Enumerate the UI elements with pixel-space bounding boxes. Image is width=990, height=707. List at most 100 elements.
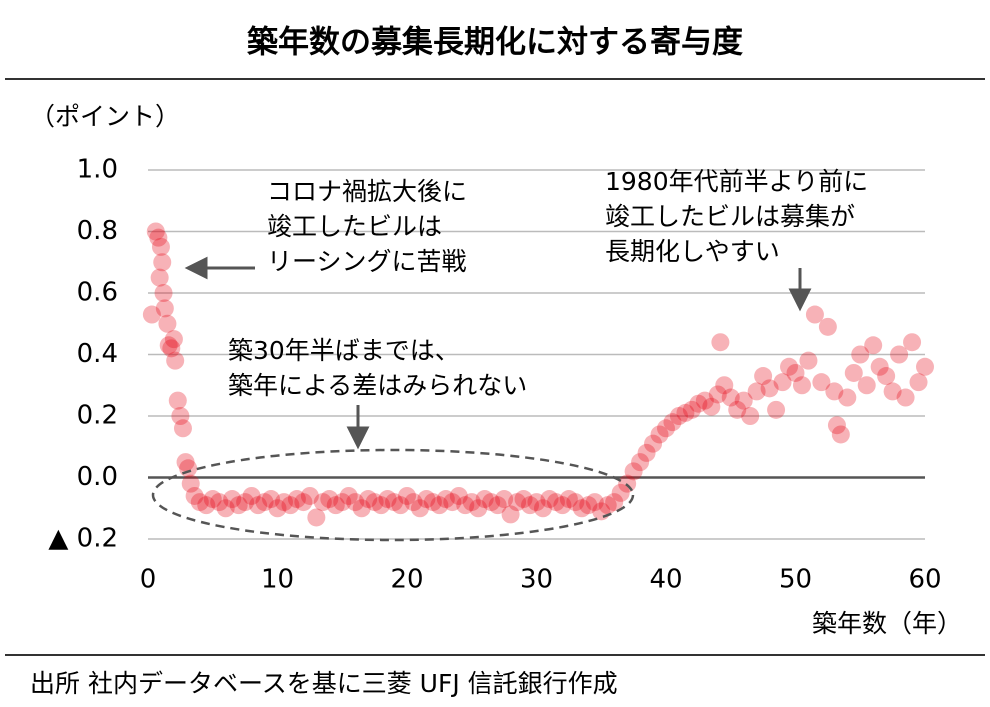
arrow-head (346, 426, 370, 450)
point (805, 305, 824, 324)
point (689, 394, 708, 413)
point (903, 333, 922, 352)
point (663, 413, 682, 432)
point (909, 373, 928, 392)
x-tick-label: 50 (779, 565, 812, 595)
point (410, 499, 429, 518)
point (236, 493, 255, 512)
y-tick-label: ▲ 0.2 (48, 524, 118, 554)
point (404, 493, 423, 512)
point (168, 391, 187, 410)
point (760, 379, 779, 398)
point (883, 382, 902, 401)
point (734, 391, 753, 410)
point (631, 453, 650, 472)
point (566, 493, 585, 512)
point (185, 486, 204, 505)
point (339, 486, 358, 505)
point (216, 499, 235, 518)
point (166, 351, 185, 370)
annotation: 1980年代前半より前に (605, 167, 868, 196)
x-axis-label: 築年数（年） (812, 609, 962, 638)
point (352, 499, 371, 518)
point (456, 496, 475, 515)
point (585, 493, 604, 512)
point (644, 434, 663, 453)
point (320, 490, 339, 509)
point (190, 493, 209, 512)
point (695, 391, 714, 410)
point (150, 268, 169, 287)
point (857, 376, 876, 395)
point (546, 493, 565, 512)
point (262, 490, 281, 509)
point (916, 357, 934, 376)
point (508, 493, 527, 512)
point (307, 508, 326, 527)
point (229, 496, 248, 515)
point (242, 486, 261, 505)
point (153, 253, 172, 272)
point (527, 493, 546, 512)
point (443, 493, 462, 512)
arrow-head (788, 288, 812, 312)
point (838, 388, 857, 407)
y-tick-label: 0.0 (77, 462, 118, 492)
arrow-head (184, 256, 208, 280)
x-tick-label: 0 (140, 565, 157, 595)
point (501, 505, 520, 524)
point (870, 357, 889, 376)
point (598, 496, 617, 515)
point (162, 339, 181, 358)
point (210, 493, 229, 512)
point (181, 474, 200, 493)
point (281, 496, 300, 515)
annotation: 竣工したビルは (267, 212, 442, 241)
source-note: 出所 社内データベースを基に三菱 UFJ 信託銀行作成 (30, 669, 618, 698)
point (146, 222, 165, 241)
point (171, 407, 190, 425)
point (398, 486, 416, 505)
point (605, 493, 624, 512)
point (682, 400, 701, 419)
point (827, 416, 846, 435)
point (391, 496, 410, 515)
point (449, 486, 468, 505)
point (197, 496, 216, 515)
annotation: 築30年半ばまでは、 (228, 336, 460, 365)
y-tick-label: 1.0 (77, 155, 118, 185)
point (176, 453, 195, 472)
annotation: コロナ禍拡大後に (267, 177, 467, 206)
point (514, 490, 533, 509)
point (715, 376, 734, 395)
point (179, 459, 198, 478)
point (669, 407, 688, 425)
point (711, 333, 730, 352)
point (831, 425, 850, 444)
point (287, 490, 306, 509)
point (540, 490, 559, 509)
point (844, 363, 863, 382)
point (249, 496, 268, 515)
annotation: 築年による差はみられない (228, 371, 527, 400)
point (851, 345, 870, 364)
point (559, 490, 578, 509)
point (747, 382, 766, 401)
point (313, 493, 332, 512)
point (533, 499, 552, 518)
point (158, 314, 177, 333)
point (173, 419, 192, 438)
x-tick-label: 60 (908, 565, 941, 595)
point (708, 385, 727, 404)
x-tick-label: 40 (649, 565, 682, 595)
point (430, 496, 449, 515)
point (792, 376, 811, 395)
point (482, 493, 501, 512)
chart-title: 築年数の募集長期化に対する寄与度 (247, 25, 743, 61)
point (728, 400, 747, 419)
point (495, 490, 514, 509)
point (553, 496, 572, 515)
point (773, 373, 792, 392)
